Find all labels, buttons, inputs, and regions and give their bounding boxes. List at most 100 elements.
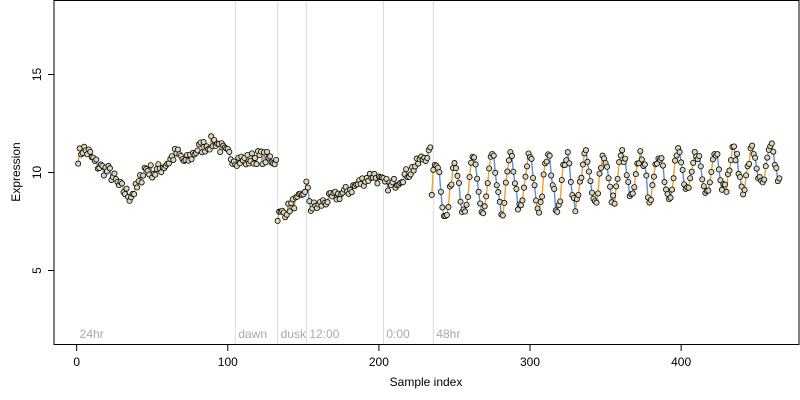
data-point xyxy=(637,148,644,155)
data-point xyxy=(200,138,207,145)
data-point xyxy=(443,212,450,219)
data-point xyxy=(650,173,657,180)
data-point xyxy=(588,189,595,196)
data-point xyxy=(511,180,518,187)
data-point xyxy=(273,156,280,163)
data-point xyxy=(723,188,730,195)
data-point xyxy=(557,198,564,205)
data-point xyxy=(501,199,508,206)
data-point xyxy=(336,196,343,203)
data-point xyxy=(551,185,558,192)
data-point xyxy=(539,193,546,200)
x-axis-title: Sample index xyxy=(390,375,463,389)
data-point xyxy=(605,175,612,182)
data-point xyxy=(286,208,293,215)
data-point xyxy=(566,160,573,167)
data-point xyxy=(762,163,769,170)
data-point xyxy=(685,184,692,191)
series-segment xyxy=(458,182,462,202)
data-point xyxy=(324,199,331,206)
series-points xyxy=(75,133,783,224)
data-point xyxy=(773,164,780,171)
data-point xyxy=(546,152,553,159)
data-point xyxy=(170,156,177,163)
series-segment xyxy=(568,163,572,183)
data-point xyxy=(523,163,530,170)
data-point xyxy=(714,151,721,158)
data-point xyxy=(452,165,459,172)
data-point xyxy=(457,198,464,205)
x-tick-label: 100 xyxy=(218,355,238,369)
data-point xyxy=(678,159,685,166)
data-point xyxy=(543,158,550,165)
data-point xyxy=(123,185,130,192)
data-point xyxy=(635,160,642,167)
data-point xyxy=(699,176,706,183)
data-point xyxy=(445,204,452,211)
data-point xyxy=(217,148,224,155)
data-point xyxy=(519,197,526,204)
data-point xyxy=(741,186,748,193)
data-point xyxy=(721,181,728,188)
data-point xyxy=(768,140,775,147)
data-point xyxy=(492,169,499,176)
data-point xyxy=(734,150,741,157)
data-point xyxy=(152,171,159,178)
data-point xyxy=(598,164,605,171)
data-point xyxy=(575,191,582,198)
data-point xyxy=(700,183,707,190)
y-axis: 5 10 15 xyxy=(30,67,54,274)
data-point xyxy=(188,156,195,163)
data-point xyxy=(705,187,712,194)
y-tick-label: 5 xyxy=(30,267,44,274)
data-point xyxy=(672,157,679,164)
series-segment xyxy=(736,153,740,174)
data-point xyxy=(75,160,82,167)
x-tick-label: 200 xyxy=(369,355,389,369)
x-tick-label: 0 xyxy=(73,355,80,369)
data-point xyxy=(465,194,472,201)
region-label: 0:00 xyxy=(386,327,410,341)
data-point xyxy=(472,161,479,168)
data-point xyxy=(403,166,410,173)
data-point xyxy=(477,200,484,207)
data-point xyxy=(731,143,738,150)
data-point xyxy=(743,172,750,179)
data-point xyxy=(448,181,455,188)
data-point xyxy=(625,178,632,185)
data-point xyxy=(134,184,141,191)
data-point xyxy=(697,163,704,170)
data-point xyxy=(499,212,506,219)
data-point xyxy=(520,184,527,191)
data-point xyxy=(505,157,512,164)
data-point xyxy=(669,186,676,193)
data-point xyxy=(676,149,683,156)
data-point xyxy=(687,175,694,182)
data-point xyxy=(427,144,434,151)
data-point xyxy=(578,174,585,181)
data-point xyxy=(708,168,715,175)
data-point xyxy=(495,189,502,196)
series-segment xyxy=(530,158,534,179)
data-point xyxy=(138,179,145,186)
data-point xyxy=(504,168,511,175)
data-point xyxy=(696,152,703,159)
data-point xyxy=(548,172,555,179)
data-point xyxy=(490,152,497,159)
data-point xyxy=(737,174,744,181)
series-segment xyxy=(645,175,649,198)
data-point xyxy=(226,148,233,155)
data-point xyxy=(764,154,771,161)
data-point xyxy=(522,173,529,180)
series-segment xyxy=(467,176,471,198)
data-point xyxy=(638,156,645,163)
data-point xyxy=(726,167,733,174)
data-point xyxy=(607,183,614,190)
data-point xyxy=(251,154,258,161)
data-point xyxy=(514,206,521,213)
series-segment xyxy=(541,174,545,197)
series-segment xyxy=(447,186,451,208)
data-point xyxy=(770,148,777,155)
series-segment xyxy=(597,173,601,194)
